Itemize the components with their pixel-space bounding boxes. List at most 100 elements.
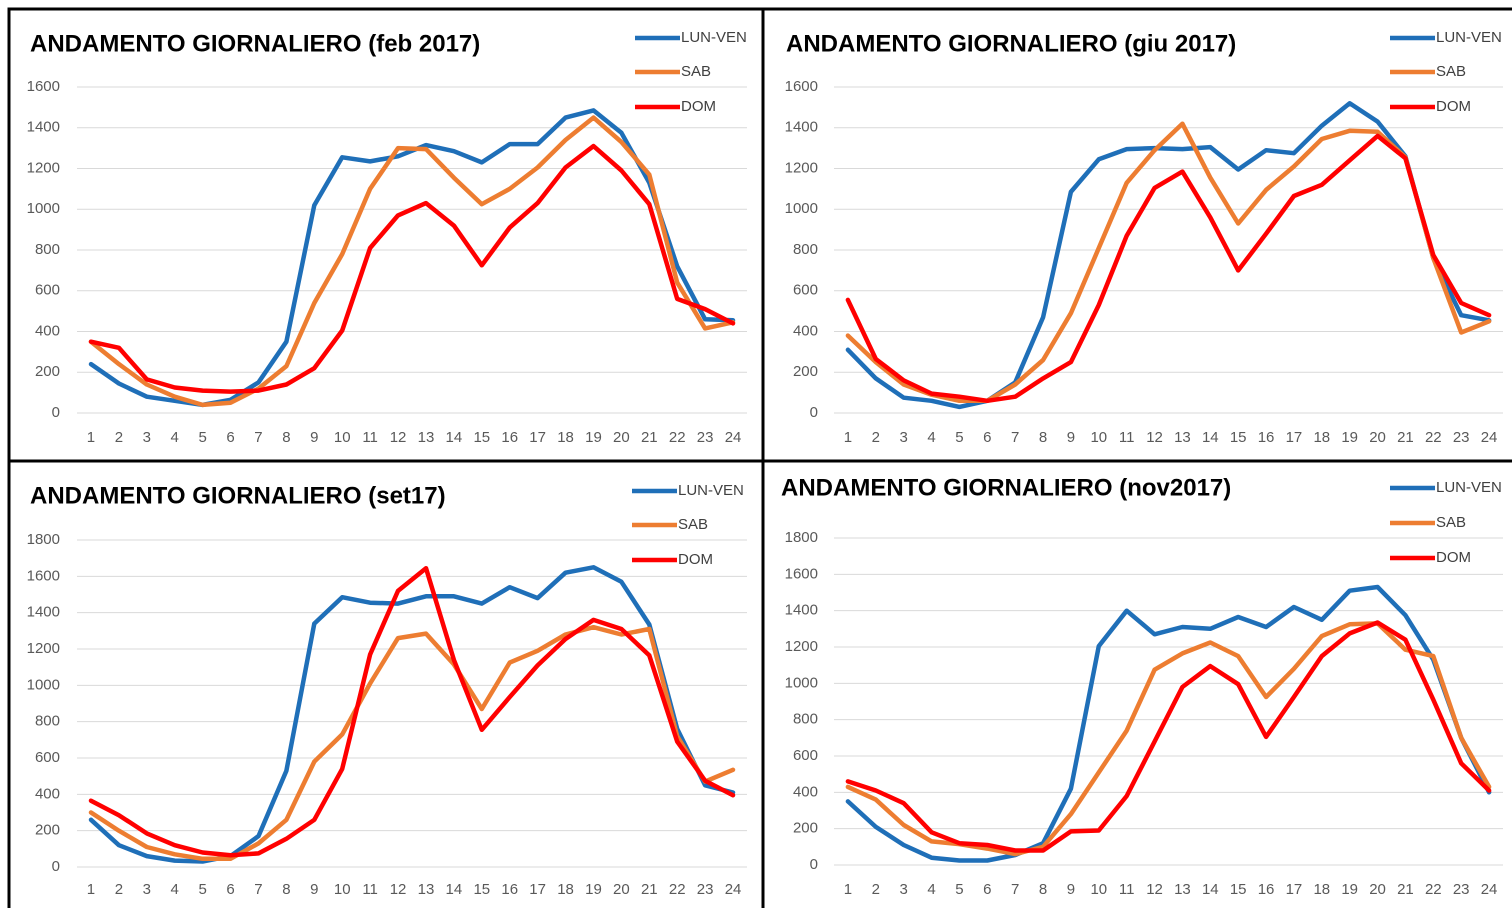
y-tick-label: 200 — [35, 363, 60, 380]
x-tick-label: 13 — [1174, 881, 1191, 898]
x-tick-label: 11 — [1119, 881, 1135, 898]
x-tick-label: 3 — [143, 429, 151, 446]
x-tick-label: 10 — [1090, 881, 1107, 898]
legend-label: LUN-VEN — [678, 482, 744, 499]
y-tick-label: 400 — [793, 322, 818, 339]
x-tick-label: 14 — [1202, 429, 1219, 446]
y-tick-label: 1000 — [785, 200, 818, 217]
x-tick-label: 2 — [872, 429, 880, 446]
legend-label: SAB — [681, 63, 711, 80]
legend-label: LUN-VEN — [681, 29, 747, 46]
legend-label: LUN-VEN — [1436, 479, 1502, 496]
x-tick-label: 2 — [115, 429, 123, 446]
legend-label: SAB — [1436, 63, 1466, 80]
x-tick-label: 24 — [725, 881, 742, 898]
x-tick-label: 11 — [362, 429, 378, 446]
legend-label: SAB — [678, 516, 708, 533]
x-tick-label: 23 — [697, 429, 714, 446]
series-line — [88, 565, 736, 864]
x-tick-label: 3 — [143, 881, 151, 898]
y-tick-label: 1200 — [785, 159, 818, 176]
x-tick-label: 4 — [927, 429, 935, 446]
x-tick-label: 13 — [418, 429, 435, 446]
x-tick-label: 22 — [1425, 429, 1442, 446]
x-tick-label: 20 — [613, 429, 630, 446]
y-tick-label: 1800 — [785, 529, 818, 546]
x-tick-label: 9 — [310, 881, 318, 898]
y-tick-label: 1600 — [785, 78, 818, 95]
x-tick-label: 7 — [1011, 881, 1019, 898]
x-tick-label: 11 — [1119, 429, 1135, 446]
legend-label: LUN-VEN — [1436, 29, 1502, 46]
chart-title: ANDAMENTO GIORNALIERO (feb 2017) — [30, 30, 480, 57]
x-tick-label: 18 — [1313, 429, 1330, 446]
x-tick-label: 2 — [115, 881, 123, 898]
legend-label: DOM — [1436, 98, 1471, 115]
legend-label: DOM — [681, 98, 716, 115]
x-tick-label: 13 — [418, 881, 435, 898]
y-tick-label: 800 — [793, 711, 818, 728]
x-tick-label: 21 — [641, 429, 658, 446]
x-tick-label: 19 — [585, 881, 602, 898]
x-tick-label: 16 — [501, 881, 518, 898]
y-tick-label: 800 — [793, 241, 818, 258]
x-tick-label: 23 — [1453, 881, 1470, 898]
x-tick-label: 5 — [198, 881, 206, 898]
x-tick-label: 17 — [1286, 429, 1303, 446]
y-tick-label: 1200 — [27, 640, 60, 657]
x-tick-label: 18 — [557, 881, 574, 898]
x-tick-label: 11 — [362, 881, 378, 898]
x-tick-label: 22 — [1425, 881, 1442, 898]
y-tick-label: 0 — [52, 404, 60, 421]
x-tick-label: 17 — [529, 429, 546, 446]
x-tick-label: 20 — [1369, 881, 1386, 898]
x-tick-label: 4 — [171, 881, 179, 898]
series-line — [845, 620, 1492, 853]
x-tick-label: 21 — [1397, 429, 1414, 446]
y-tick-label: 1600 — [27, 567, 60, 584]
x-tick-label: 19 — [1341, 881, 1358, 898]
y-tick-label: 400 — [35, 785, 60, 802]
y-tick-label: 1400 — [785, 119, 818, 136]
y-tick-label: 200 — [793, 363, 818, 380]
y-tick-label: 1200 — [785, 638, 818, 655]
x-tick-label: 19 — [585, 429, 602, 446]
series-line — [845, 121, 1492, 404]
x-tick-label: 14 — [446, 429, 463, 446]
x-tick-label: 5 — [955, 429, 963, 446]
x-tick-label: 7 — [254, 429, 262, 446]
x-tick-label: 24 — [1481, 429, 1498, 446]
x-tick-label: 8 — [1039, 429, 1047, 446]
x-tick-label: 13 — [1174, 429, 1191, 446]
x-tick-label: 14 — [446, 881, 463, 898]
legend-label: SAB — [1436, 514, 1466, 531]
x-tick-label: 7 — [1011, 429, 1019, 446]
x-tick-label: 5 — [198, 429, 206, 446]
y-tick-label: 1000 — [27, 200, 60, 217]
y-tick-label: 1800 — [27, 531, 60, 548]
x-tick-label: 10 — [334, 429, 351, 446]
x-tick-label: 7 — [254, 881, 262, 898]
y-tick-label: 1400 — [27, 604, 60, 621]
x-tick-label: 23 — [1453, 429, 1470, 446]
x-tick-label: 3 — [900, 881, 908, 898]
y-tick-label: 400 — [793, 783, 818, 800]
x-tick-label: 12 — [1146, 429, 1163, 446]
x-tick-label: 9 — [1067, 429, 1075, 446]
y-tick-label: 400 — [35, 322, 60, 339]
y-tick-label: 200 — [35, 822, 60, 839]
x-tick-label: 1 — [87, 881, 95, 898]
x-tick-label: 6 — [226, 429, 234, 446]
x-tick-label: 4 — [171, 429, 179, 446]
x-tick-label: 10 — [1090, 429, 1107, 446]
x-tick-label: 6 — [983, 881, 991, 898]
x-tick-label: 16 — [501, 429, 518, 446]
y-tick-label: 0 — [810, 856, 818, 873]
x-tick-label: 9 — [1067, 881, 1075, 898]
x-tick-label: 6 — [983, 429, 991, 446]
x-tick-label: 20 — [613, 881, 630, 898]
x-tick-label: 12 — [390, 429, 407, 446]
x-tick-label: 4 — [927, 881, 935, 898]
